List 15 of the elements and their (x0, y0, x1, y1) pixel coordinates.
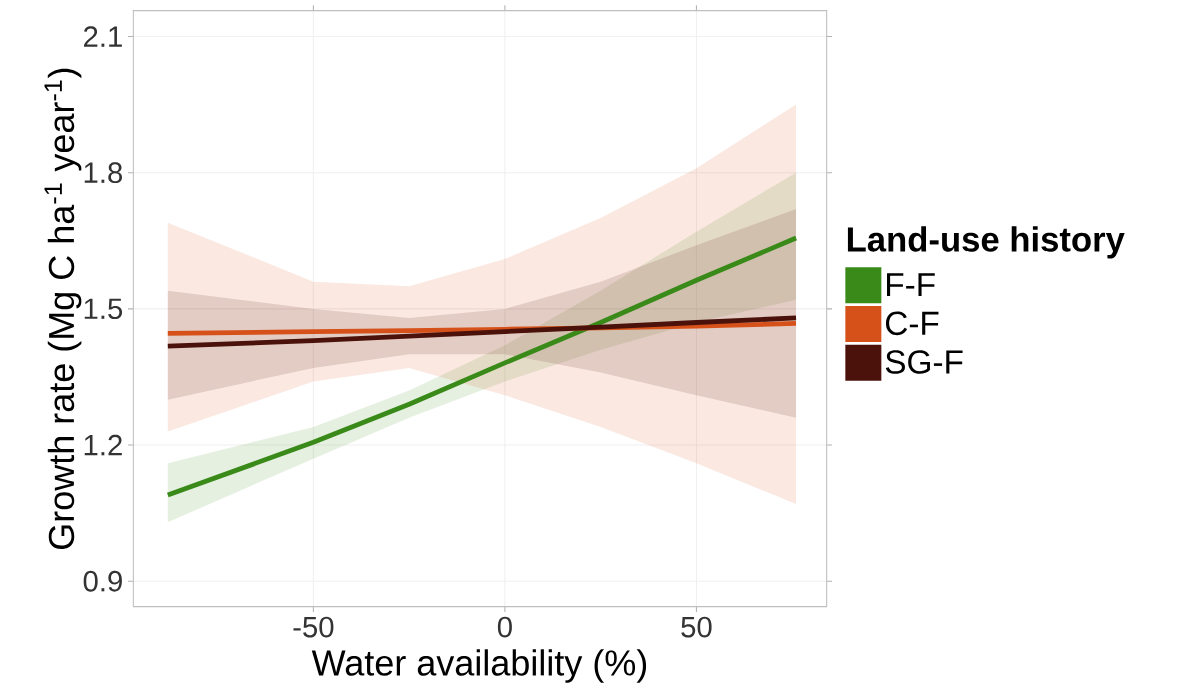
legend-label: SG-F (885, 350, 963, 374)
y-tick-label: 1.8 (84, 162, 123, 184)
x-tick-label: -50 (293, 616, 334, 638)
legend-label: C-F (885, 311, 939, 336)
y-tick-label: 2.1 (84, 26, 122, 47)
x-tick-label: 50 (681, 616, 712, 638)
x-axis-title: Water availability (%) (311, 649, 647, 684)
legend-label: F-F (887, 273, 935, 297)
y-tick-label: 1.5 (84, 298, 123, 320)
line-series (165, 235, 799, 498)
y-axis-title: Growth rate (Mg C ha$^{-1}$ year$^{-1}$) (44, 68, 82, 550)
y-tick-label: 0.9 (83, 571, 122, 592)
x-tick-label: 0 (497, 616, 512, 638)
y-tick-label: 1.2 (84, 434, 122, 456)
legend-title: Land-use history (847, 226, 1125, 259)
